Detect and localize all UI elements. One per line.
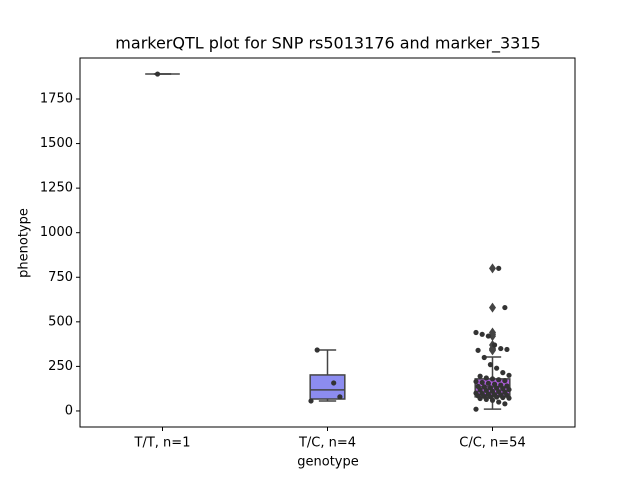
y-tick-label: 250 — [48, 359, 73, 374]
point — [500, 394, 506, 401]
point — [477, 395, 483, 402]
point — [500, 370, 506, 376]
point — [494, 365, 500, 371]
y-axis-label: phenotype — [17, 208, 32, 278]
point — [485, 333, 491, 339]
y-tick-label: 1500 — [40, 136, 73, 151]
point — [502, 304, 508, 311]
y-tick-label: 500 — [48, 314, 73, 329]
point — [491, 381, 498, 387]
point — [479, 379, 485, 386]
point — [491, 342, 498, 348]
point — [154, 71, 161, 77]
point — [481, 354, 487, 361]
y-tick-label: 750 — [48, 270, 73, 285]
point — [496, 377, 502, 383]
point — [489, 397, 496, 403]
point — [487, 362, 494, 368]
point — [506, 372, 512, 378]
point — [475, 347, 481, 353]
point — [489, 376, 496, 382]
point — [337, 394, 343, 400]
point — [483, 375, 489, 381]
y-tick-label: 1250 — [40, 181, 73, 196]
y-tick-label: 0 — [65, 403, 73, 418]
outlier — [489, 345, 496, 356]
point — [496, 265, 502, 271]
point — [502, 378, 508, 384]
point — [496, 399, 502, 405]
point — [494, 394, 500, 400]
point — [506, 386, 512, 393]
outlier — [489, 302, 496, 313]
point — [477, 373, 483, 379]
point — [504, 346, 510, 353]
point — [473, 378, 479, 385]
chart-title: markerQTL plot for SNP rs5013176 and mar… — [115, 34, 540, 54]
outlier — [489, 331, 496, 342]
point — [498, 345, 504, 352]
point — [483, 396, 489, 402]
point — [506, 395, 512, 401]
y-tick-label: 1750 — [40, 92, 73, 107]
point — [473, 406, 479, 412]
point — [485, 380, 491, 386]
x-tick-label: C/C, n=54 — [459, 436, 525, 451]
point — [473, 329, 479, 336]
x-tick-label: T/T, n=1 — [134, 436, 191, 451]
point — [331, 380, 337, 386]
x-axis-label: genotype — [297, 455, 358, 470]
point — [314, 347, 320, 353]
point — [479, 331, 485, 337]
y-tick-label: 1000 — [40, 225, 73, 240]
x-tick-label: T/C, n=4 — [298, 436, 356, 451]
plot-frame — [79, 57, 576, 428]
point — [502, 401, 508, 407]
outlier — [489, 263, 496, 274]
point — [308, 398, 314, 404]
